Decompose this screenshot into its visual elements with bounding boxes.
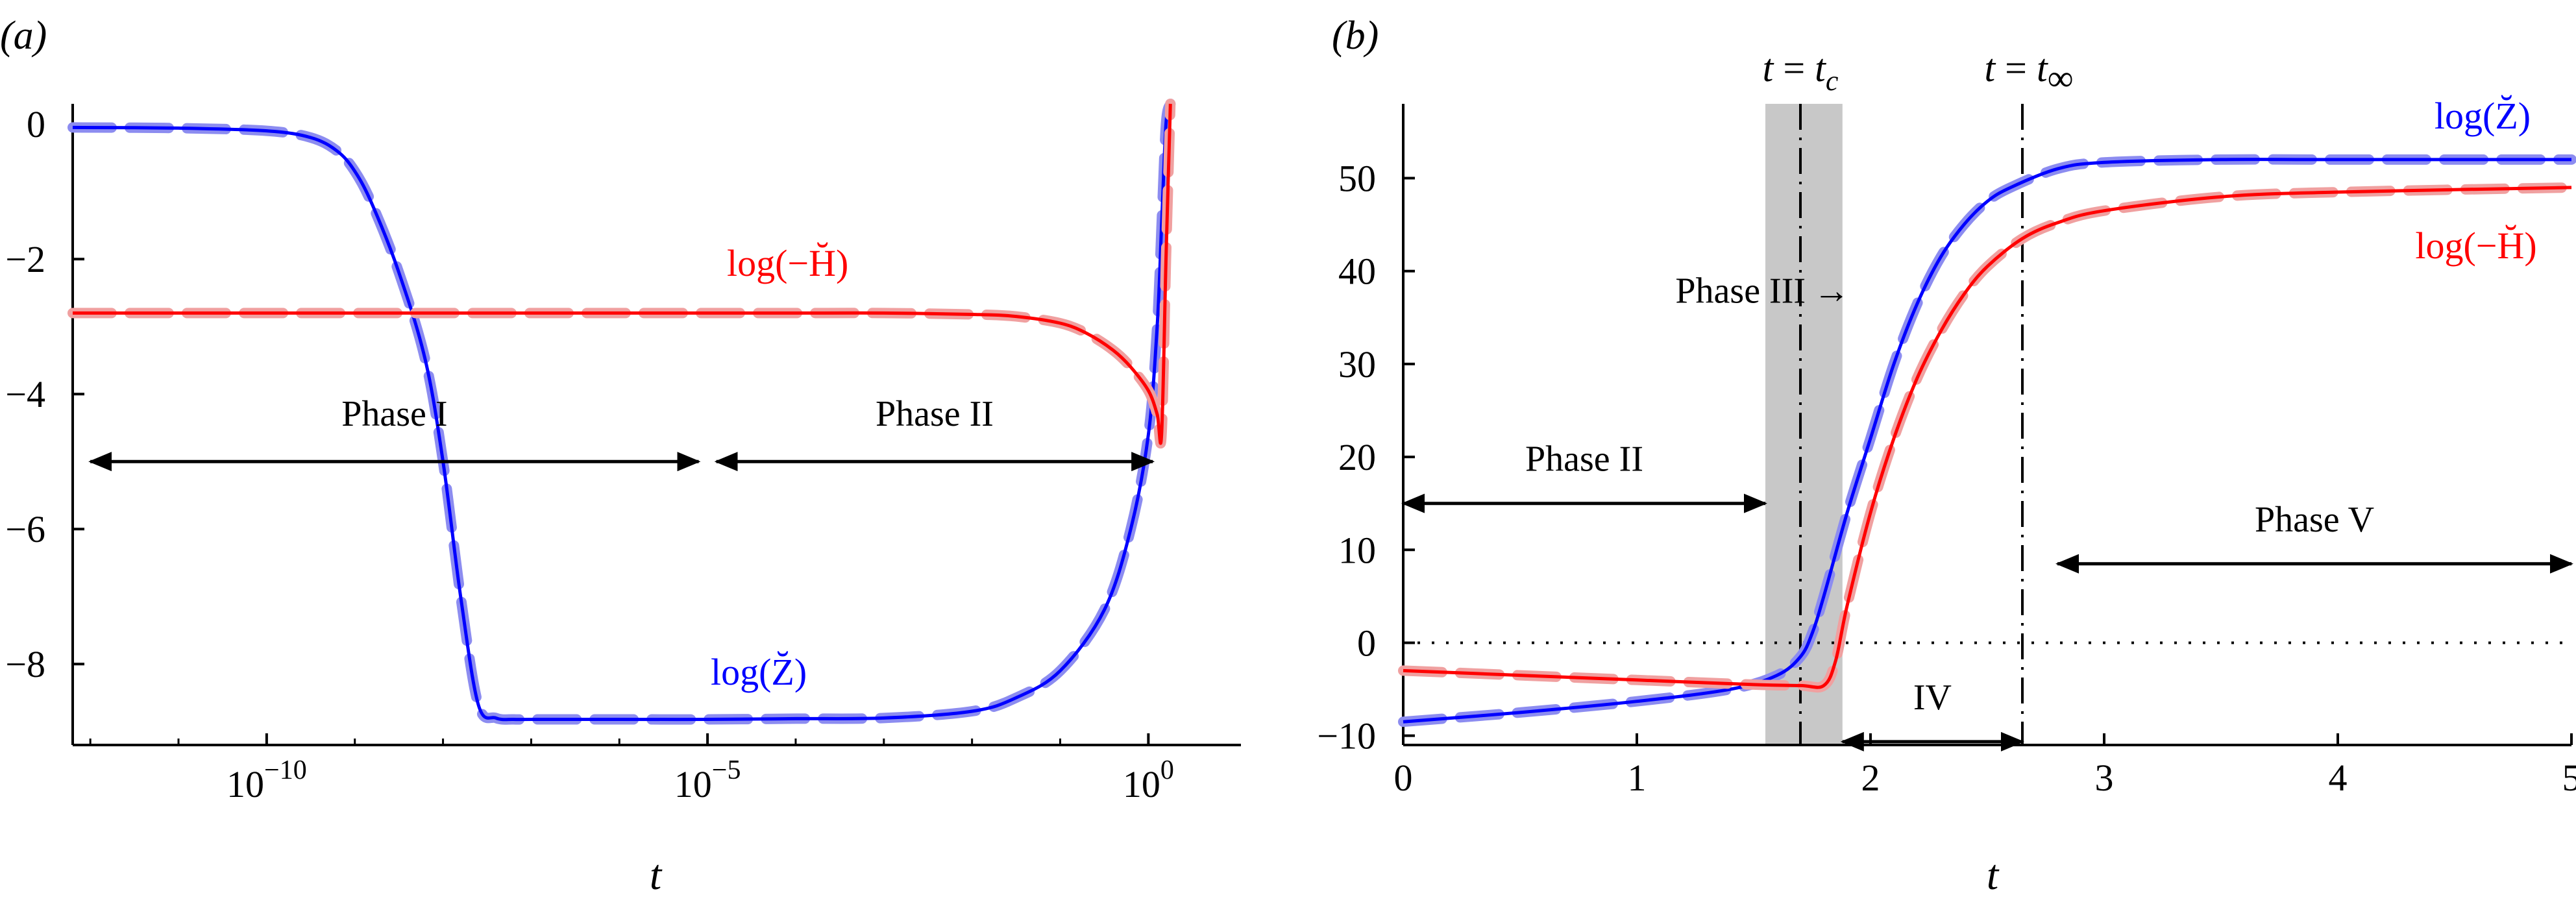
panel-a-y-tick-label: −4 [5,373,45,415]
panel-b-x-ticks: 0 1 2 3 4 5 [1394,733,2576,799]
panel-b-y-tick-label: 30 [1338,343,1376,385]
panel-a-log-neg-h-dashed-band [67,99,1176,449]
panel-b-x-tick-label: 1 [1628,757,1647,799]
panel-b-y-ticks: −10 0 10 20 30 40 50 [1317,158,1415,757]
panel-b-y-tick-label: 40 [1338,250,1376,293]
panel-b-log-neg-h-dashed-band [1398,182,2576,693]
panel-b-y-tick-label: 0 [1357,622,1376,664]
panel-a-y-tick-label: −6 [5,508,45,550]
panel-a-x-ticks: 10−10 10−5 100 [89,733,1174,805]
panel-b-x-tick-label: 3 [2095,757,2114,799]
panel-b-phase-ii-label: Phase II [1525,439,1643,480]
panel-b-x-tick-label: 4 [2329,757,2348,799]
panel-b-y-tick-label: −10 [1317,715,1376,757]
phase-i-label: Phase I [341,394,447,434]
panel-b-curves [1398,154,2576,727]
tc-label: t = tc [1763,47,1839,97]
panel-b-z-label: log(Z̆) [2435,95,2531,137]
panel-b-x-tick-label: 2 [1861,757,1880,799]
panel-a-y-ticks: 0 −2 −4 −6 −8 [5,103,84,685]
panel-a-log-z-dashed-band [67,99,1176,725]
panel-b-x-tick-label: 0 [1394,757,1413,799]
panel-a-y-tick-label: −8 [5,643,45,685]
panel-b-label: (b) [1332,14,1379,58]
panel-b-x-axis-label: t [1987,851,2000,899]
phase-iv-label: IV [1913,678,1952,718]
panel-a-log-neg-h-line [72,103,1172,445]
panel-a-z-label: log(Z̆) [711,651,807,693]
phase-v-label: Phase V [2255,500,2374,540]
panel-b-y-tick-label: 20 [1338,436,1376,478]
panel-b-x-tick-label: 5 [2562,757,2576,799]
phase-iii-shaded-region [1765,104,1843,745]
panel-a-x-tick-label: 10−10 [227,755,307,805]
panel-a-y-tick-label: −2 [5,238,45,280]
panel-b-y-tick-label: 10 [1338,529,1376,571]
panel-a-x-axis-label: t [650,851,663,899]
panel-b-h-label: log(−H̆) [2415,225,2536,267]
panel-a-label: (a) [0,14,47,58]
panel-a-x-tick-label: 10−5 [674,755,741,805]
panel-b-log-z-line [1403,158,2571,724]
panel-a: (a) 0 −2 −4 −6 −8 10−10 10−5 100 Phase I Phase… [0,14,1241,899]
phase-iii-label: Phase III → [1675,271,1850,311]
panel-a-h-label: log(−H̆) [727,242,848,284]
panel-b-y-tick-label: 50 [1338,158,1376,200]
panel-a-log-z-line [72,103,1172,722]
panel-b-log-neg-h-line [1403,186,2572,689]
panel-a-curves [67,99,1176,725]
tinf-label: t = t∞ [1984,47,2073,99]
panel-a-y-tick-label: 0 [27,103,45,145]
panel-a-x-tick-label: 100 [1123,755,1174,805]
phase-ii-label: Phase II [876,394,994,434]
